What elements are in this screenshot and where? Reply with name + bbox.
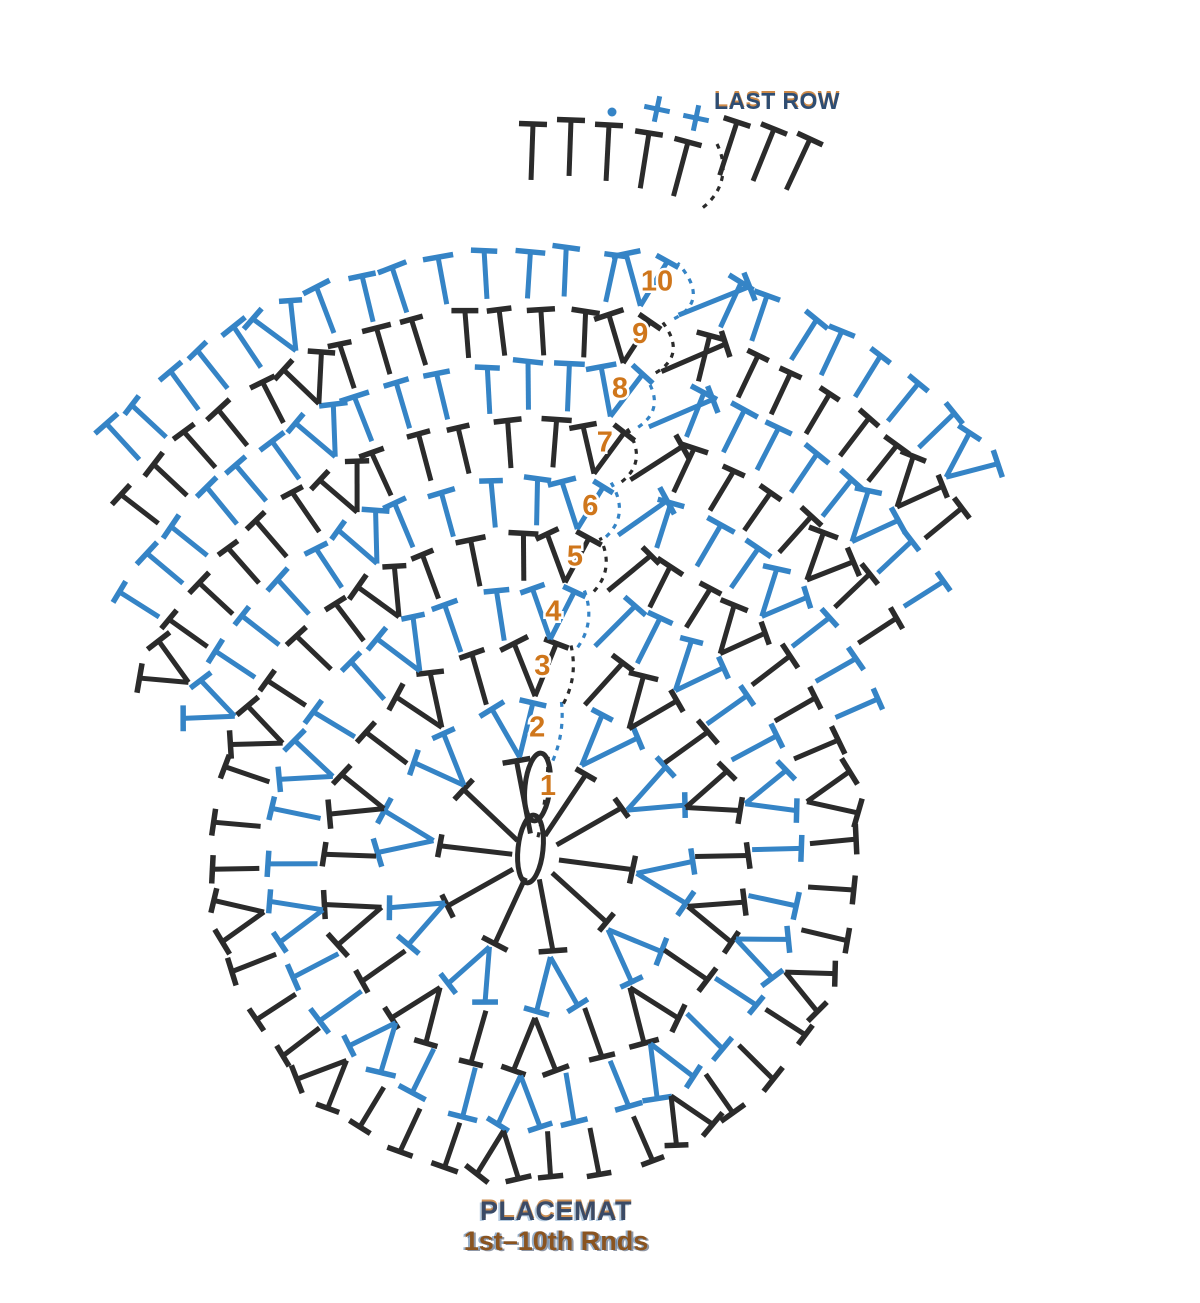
- caption-subtitle: 1st–10th Rnds: [463, 1226, 649, 1257]
- last-row-stitch-stem: [671, 141, 691, 197]
- round-number-4: 4: [545, 595, 561, 627]
- last-row-stitch-bar: [673, 135, 703, 149]
- join-dash-round-4: [576, 589, 591, 649]
- last-row-stitch-bar: [722, 115, 752, 129]
- round-3: [319, 634, 753, 1079]
- last-row-join-dash: [700, 143, 725, 211]
- round-10: [93, 242, 1005, 480]
- round-number-6: 6: [582, 490, 598, 522]
- caption: PLACEMAT 1st–10th Rnds: [0, 1196, 1112, 1256]
- last-row-stitch-stem: [637, 132, 652, 189]
- round-number-10: 10: [641, 265, 673, 297]
- round-2: [370, 697, 698, 1018]
- single-crochet-plus-icon: [651, 95, 663, 123]
- join-dash-round-3: [562, 643, 575, 705]
- round-8: [110, 356, 953, 620]
- round-number-2: 2: [529, 712, 545, 744]
- round-join-dashes: [536, 261, 695, 838]
- last-row-stitch-bar: [634, 128, 664, 138]
- join-dash-round-2: [551, 699, 564, 762]
- round-4: [264, 581, 805, 1134]
- round-number-3: 3: [534, 650, 550, 682]
- chain-loop-1: [522, 750, 553, 824]
- round-9: [109, 305, 972, 541]
- last-row-stitch-bar: [556, 116, 586, 124]
- round-7: [134, 415, 906, 694]
- chain-loop-2: [515, 812, 546, 886]
- round-number-9: 9: [632, 318, 648, 350]
- slip-stitch-dot-icon: [607, 107, 617, 117]
- join-dash-round-10: [673, 261, 695, 321]
- round-6: [180, 474, 886, 732]
- join-dash-round-9: [654, 317, 675, 375]
- round-number-7: 7: [597, 427, 613, 459]
- last-row-swatch: [518, 95, 824, 211]
- last-row-stitch-stem: [784, 137, 813, 191]
- last-row-stitch-stem: [566, 119, 574, 177]
- last-row-stitch-stem: [750, 128, 777, 182]
- round-number-1: 1: [540, 770, 556, 802]
- last-row-stitch-bar: [594, 121, 624, 129]
- last-row-stitch-stem: [603, 124, 612, 182]
- round-5: [208, 526, 865, 1185]
- round-1: [434, 755, 639, 955]
- single-crochet-plus-icon: [690, 104, 702, 132]
- round-number-8: 8: [612, 372, 628, 404]
- round-number-5: 5: [567, 540, 583, 572]
- join-dash-round-8: [637, 371, 656, 429]
- caption-title: PLACEMAT: [480, 1196, 632, 1226]
- last-row-stitch-bar: [759, 121, 789, 137]
- last-row-stitch-stem: [528, 123, 536, 181]
- last-row-stitch-bar: [796, 130, 824, 148]
- join-dash-round-5: [592, 536, 608, 593]
- last-row-label: LAST ROW: [714, 88, 840, 114]
- foundation-ring: [515, 750, 553, 886]
- last-row-stitch-bar: [518, 120, 548, 128]
